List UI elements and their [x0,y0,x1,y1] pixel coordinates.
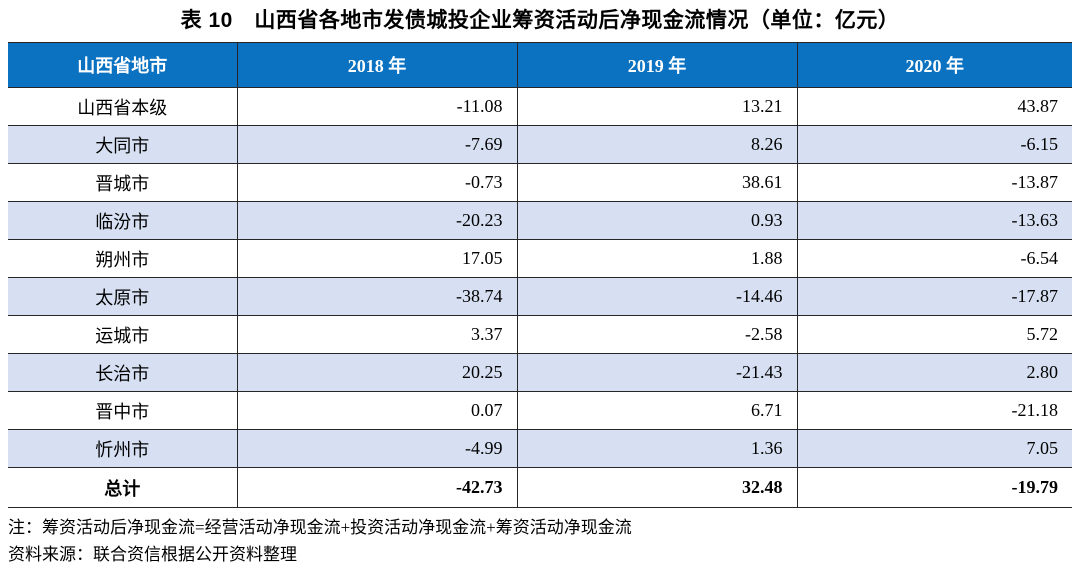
value-cell: -38.74 [236,277,517,316]
table-body: 山西省本级 -11.08 13.21 43.87 大同市 -7.69 8.26 -6.15 晋城… [8,87,1072,468]
value-cell: 1.36 [516,429,797,468]
value-cell: -4.99 [236,429,517,468]
value-cell: 0.07 [236,391,517,430]
value-cell: 6.71 [516,391,797,430]
table-row: 长治市 20.25 -21.43 2.80 [8,353,1072,392]
value-cell: 8.26 [516,125,797,164]
total-2018-cell: -42.73 [236,467,517,508]
table-row: 晋中市 0.07 6.71 -21.18 [8,391,1072,430]
value-cell: -21.18 [796,391,1072,430]
value-cell: 20.25 [236,353,517,392]
total-label-cell: 总计 [8,467,237,508]
region-cell: 忻州市 [8,429,237,468]
value-cell: 38.61 [516,163,797,202]
region-cell: 运城市 [8,315,237,354]
net-cash-flow-table: 山西省地市 2018 年 2019 年 2020 年 山西省本级 -11.08 13… [8,42,1072,508]
value-cell: -14.46 [516,277,797,316]
value-cell: -17.87 [796,277,1072,316]
value-cell: -0.73 [236,163,517,202]
total-2019-cell: 32.48 [516,467,797,508]
value-cell: -21.43 [516,353,797,392]
value-cell: 17.05 [236,239,517,278]
table-row: 朔州市 17.05 1.88 -6.54 [8,239,1072,278]
table-row: 大同市 -7.69 8.26 -6.15 [8,125,1072,164]
region-cell: 临汾市 [8,201,237,240]
value-cell: 5.72 [796,315,1072,354]
region-cell: 晋城市 [8,163,237,202]
column-header-region: 山西省地市 [8,42,237,88]
note-formula: 注：筹资活动后净现金流=经营活动净现金流+投资活动净现金流+筹资活动净现金流 [8,518,632,537]
table-header: 山西省地市 2018 年 2019 年 2020 年 [8,42,1072,88]
table-footer: 总计 -42.73 32.48 -19.79 [8,467,1072,508]
value-cell: -11.08 [236,87,517,126]
total-2020-cell: -19.79 [796,467,1072,508]
value-cell: -13.63 [796,201,1072,240]
note-source: 资料来源：联合资信根据公开资料整理 [8,545,297,564]
column-header-2020: 2020 年 [796,42,1072,88]
value-cell: 43.87 [796,87,1072,126]
region-cell: 长治市 [8,353,237,392]
value-cell: -6.54 [796,239,1072,278]
footnotes: 注：筹资活动后净现金流=经营活动净现金流+投资活动净现金流+筹资活动净现金流 资… [8,514,1072,568]
region-cell: 太原市 [8,277,237,316]
table-row: 临汾市 -20.23 0.93 -13.63 [8,201,1072,240]
column-header-2019: 2019 年 [516,42,797,88]
column-header-2018: 2018 年 [236,42,517,88]
table-row: 山西省本级 -11.08 13.21 43.87 [8,87,1072,126]
value-cell: -6.15 [796,125,1072,164]
table-row: 运城市 3.37 -2.58 5.72 [8,315,1072,354]
value-cell: 13.21 [516,87,797,126]
value-cell: 2.80 [796,353,1072,392]
value-cell: -7.69 [236,125,517,164]
value-cell: -13.87 [796,163,1072,202]
table-row: 晋城市 -0.73 38.61 -13.87 [8,163,1072,202]
region-cell: 大同市 [8,125,237,164]
region-cell: 朔州市 [8,239,237,278]
value-cell: 1.88 [516,239,797,278]
table-row: 太原市 -38.74 -14.46 -17.87 [8,277,1072,316]
total-row: 总计 -42.73 32.48 -19.79 [8,467,1072,508]
table-title: 表 10 山西省各地市发债城投企业筹资活动后净现金流情况（单位：亿元） [180,9,900,32]
table-row: 忻州市 -4.99 1.36 7.05 [8,429,1072,468]
region-cell: 晋中市 [8,391,237,430]
header-row: 山西省地市 2018 年 2019 年 2020 年 [8,42,1072,88]
value-cell: 7.05 [796,429,1072,468]
value-cell: 0.93 [516,201,797,240]
value-cell: -20.23 [236,201,517,240]
region-cell: 山西省本级 [8,87,237,126]
value-cell: -2.58 [516,315,797,354]
value-cell: 3.37 [236,315,517,354]
